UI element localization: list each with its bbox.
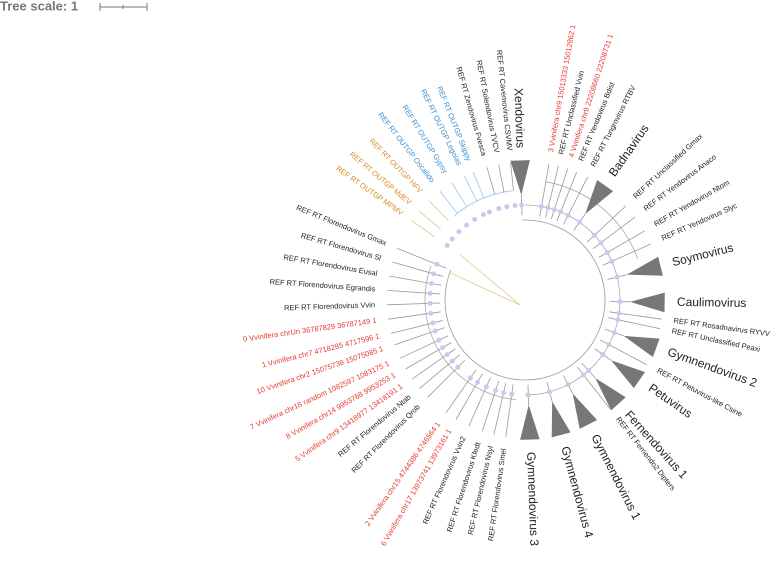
leaf-label: REF RT Florendovirus Egrandis (269, 277, 376, 293)
node-dot (444, 243, 450, 249)
leaf-labels: Xendovirus 3 Vvinifera chr9 15013333 1501… (242, 24, 770, 547)
node-dot (545, 205, 551, 211)
node-dot (558, 209, 564, 215)
node-dot (480, 212, 486, 218)
leaf-label: Gymnendovirus 4 (558, 445, 596, 540)
node-dot (504, 204, 510, 210)
node-dot (440, 345, 446, 350)
branch (428, 200, 449, 222)
node-dot (609, 258, 615, 264)
node-dot (615, 317, 621, 323)
node-dot (547, 389, 553, 395)
collapsed-clade (629, 292, 665, 313)
collapsed-clade (520, 404, 540, 440)
node-dot (512, 203, 518, 209)
node-dot (430, 320, 436, 326)
node-dot (432, 328, 438, 334)
branch-arc (545, 181, 639, 260)
node-dot (428, 281, 434, 287)
node-dot (591, 232, 597, 238)
branch (498, 164, 505, 193)
node-dot (436, 337, 442, 343)
leaf-label: Xendovirus (511, 88, 527, 148)
branch (419, 210, 441, 230)
collapsed-clade (611, 360, 646, 389)
node-dot (486, 209, 492, 215)
collapsed-clade (585, 179, 614, 214)
node-dot (614, 274, 620, 280)
node-dot (616, 310, 622, 316)
leaf-label: Soymovirus (671, 240, 735, 269)
branch (439, 191, 458, 214)
node-dot (611, 329, 617, 335)
collapsed-clade (551, 401, 571, 438)
node-dot (509, 391, 515, 397)
leaf-label: REF RT Florendovirus Vvin (284, 300, 375, 312)
branch (472, 171, 485, 199)
leaf-label: REF RT Yendovirus Slyc (660, 201, 739, 243)
node-dot (428, 310, 434, 316)
node-dot (444, 351, 450, 357)
collapsed-clade (510, 160, 530, 196)
node-dot (551, 207, 557, 213)
root-branch (459, 253, 521, 306)
node-dot (604, 250, 610, 255)
branch (510, 162, 514, 191)
node-dot (472, 216, 478, 222)
node-dot (427, 300, 433, 306)
node-dot (427, 290, 433, 296)
node-dot (475, 379, 480, 385)
leaf-label: Caulimovirus (677, 295, 747, 310)
node-dot (565, 212, 571, 218)
branch-arc (524, 204, 621, 396)
node-dot (519, 202, 525, 208)
branch (486, 167, 496, 195)
branch-arc (454, 190, 514, 217)
branch-arc (424, 265, 517, 401)
node-dot (525, 392, 531, 398)
scale-bar (99, 3, 148, 11)
node-dot (586, 368, 592, 374)
branch (464, 175, 478, 202)
node-dot (483, 384, 489, 390)
node-dot (468, 375, 474, 381)
branch-arc (444, 219, 606, 381)
node-dot (496, 206, 502, 212)
node-dot (617, 299, 623, 305)
node-dot (449, 358, 455, 364)
node-dot (493, 387, 499, 393)
tree (387, 160, 665, 440)
node-dot (580, 372, 586, 378)
collapsed-clade (595, 378, 626, 411)
collapsed-clade (623, 335, 660, 357)
collapsed-clade (626, 256, 663, 276)
collapsed-clade (572, 393, 598, 429)
node-dot (606, 342, 612, 348)
root-branch (449, 272, 521, 306)
node-dot (456, 229, 462, 235)
node-dot (538, 203, 544, 209)
node-dot (434, 261, 440, 267)
node-dot (565, 382, 571, 388)
node-dot (501, 390, 507, 396)
leaf-label: Gymnendovirus 3 (524, 452, 541, 547)
tree-scale-label: Tree scale: 1 (0, 0, 78, 13)
node-dot (455, 364, 461, 370)
node-dot (600, 351, 606, 357)
node-dot (598, 240, 604, 246)
node-dot (431, 271, 437, 277)
node-dot (464, 222, 470, 228)
branch (451, 182, 468, 207)
node-dot (449, 236, 455, 242)
node-dot (576, 219, 582, 225)
branch (411, 220, 436, 238)
